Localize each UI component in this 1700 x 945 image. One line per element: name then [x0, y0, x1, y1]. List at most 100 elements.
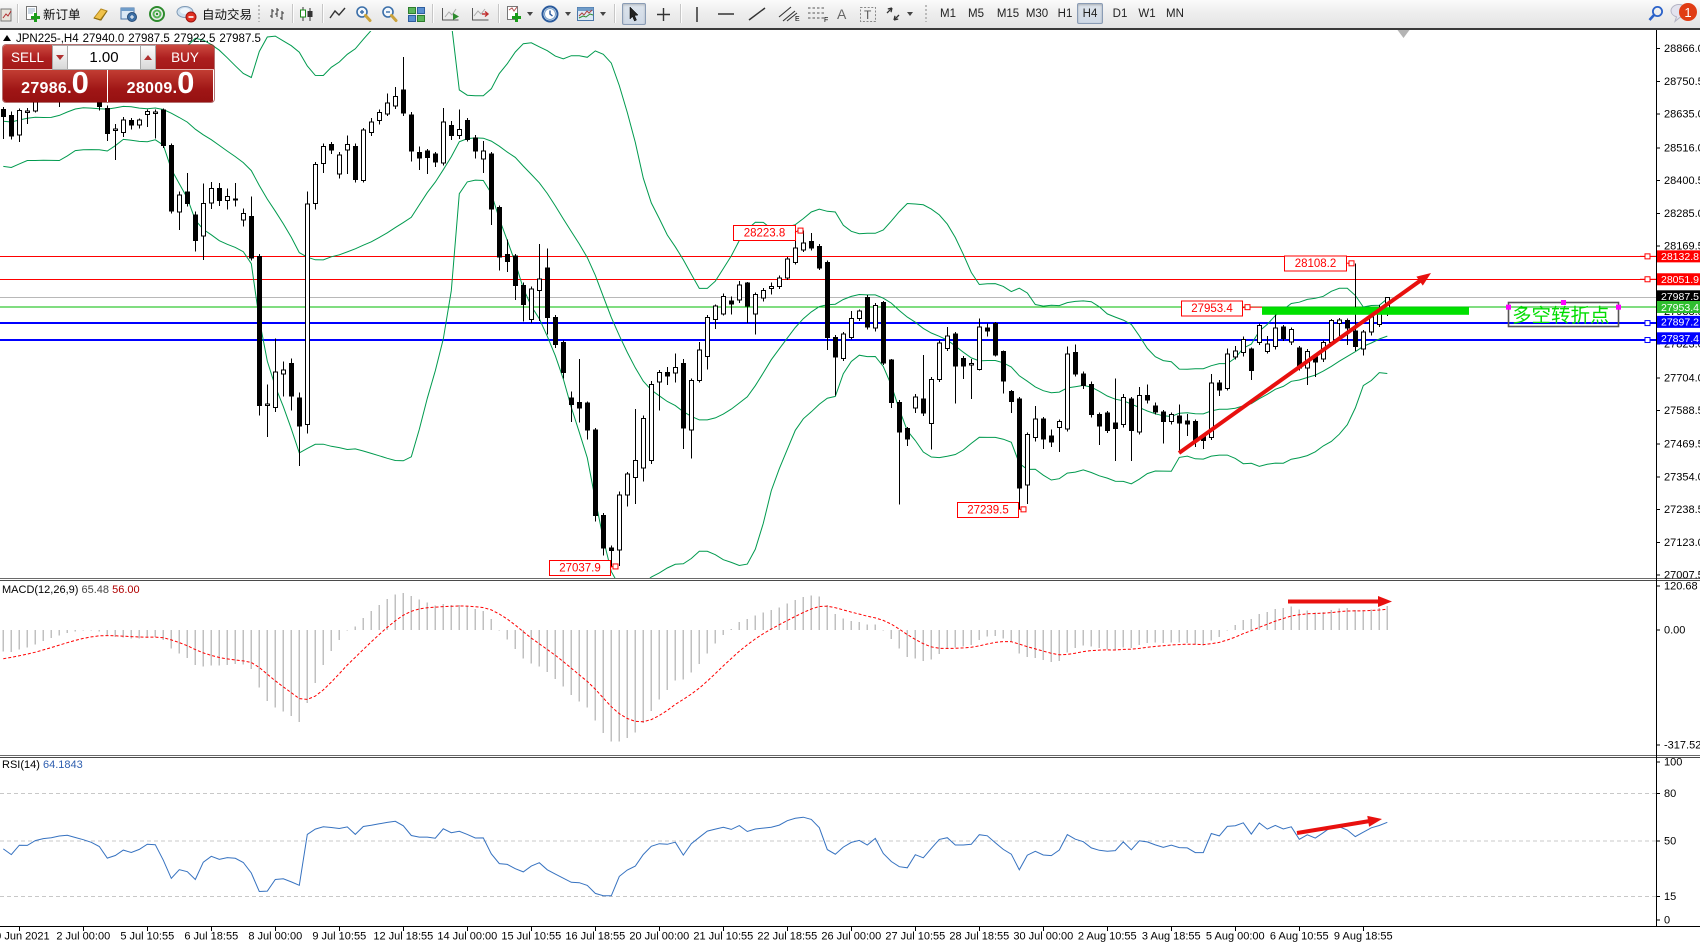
- timeframe-H4[interactable]: H4: [1077, 3, 1103, 24]
- selection-handle[interactable]: [1616, 304, 1621, 310]
- auto-scroll-icon[interactable]: [468, 3, 494, 25]
- indicators-dropdown[interactable]: [523, 3, 533, 25]
- macd-axis-label: -317.52: [1664, 740, 1700, 752]
- indicators-icon[interactable]: [504, 3, 522, 25]
- bar-chart-icon[interactable]: [266, 3, 288, 25]
- timeframe-H1[interactable]: H1: [1057, 7, 1073, 20]
- navigator-icon[interactable]: [146, 3, 168, 25]
- trend-arrow[interactable]: [1296, 818, 1373, 835]
- trend-arrow[interactable]: [1177, 277, 1425, 455]
- timeframe-W1[interactable]: W1: [1138, 7, 1156, 20]
- cn-annotation-text: [1512, 305, 1616, 329]
- buy-button[interactable]: BUY: [156, 45, 214, 70]
- time-axis-label: 20 Jul 00:00: [629, 931, 689, 943]
- crosshair-tool[interactable]: [651, 3, 675, 25]
- notifications-icon[interactable]: 1: [1668, 3, 1698, 25]
- price-axis-label: 27007.5: [1664, 570, 1700, 582]
- notification-count: 1: [1684, 5, 1692, 20]
- autotrading-label[interactable]: [202, 3, 252, 25]
- price-callout: 27037.9: [559, 563, 601, 575]
- price-axis-label: 27588.5: [1664, 405, 1700, 417]
- svg-text:T: T: [864, 8, 872, 22]
- chart-close: 27987.5: [219, 33, 261, 45]
- arrows-tool[interactable]: [883, 3, 903, 25]
- timeframe-M5[interactable]: M5: [968, 7, 984, 20]
- search-icon[interactable]: [1646, 3, 1666, 25]
- time-axis-label: 8 Jul 00:00: [248, 931, 302, 943]
- macd-pane: [2, 592, 1392, 742]
- text-label-tool[interactable]: T: [858, 3, 878, 25]
- time-axis-label: 14 Jul 00:00: [437, 931, 497, 943]
- new-order-label[interactable]: [43, 3, 81, 25]
- rsi-pane: [0, 793, 1656, 897]
- zoom-in-icon[interactable]: [352, 3, 376, 25]
- price-callout: 28223.8: [744, 228, 786, 240]
- zoom-out-icon[interactable]: [378, 3, 402, 25]
- candles-layer: [0, 56, 1390, 567]
- selection-handle[interactable]: [1506, 304, 1511, 310]
- rsi-label: RSI(14) 64.1843: [2, 759, 83, 771]
- vline-tool[interactable]: [687, 3, 707, 25]
- timeframe-M15[interactable]: M15: [996, 7, 1020, 20]
- rsi-axis-label: 50: [1664, 836, 1676, 848]
- autotrading-icon[interactable]: [174, 3, 198, 25]
- panel-collapse-icon[interactable]: [3, 35, 11, 41]
- sell-button[interactable]: SELL: [3, 45, 52, 70]
- new-order-icon[interactable]: [23, 3, 41, 25]
- price-callout-box[interactable]: [549, 560, 611, 576]
- time-axis-label: 28 Jul 18:55: [949, 931, 1009, 943]
- fibonacci-tool[interactable]: F: [805, 3, 831, 25]
- sell-price[interactable]: 27986. 0: [3, 67, 108, 102]
- macd-signal-line: [3, 605, 1388, 723]
- volume-increase-button[interactable]: [140, 45, 156, 70]
- timeframe-D1[interactable]: D1: [1112, 7, 1128, 20]
- time-axis-label: 26 Jul 00:00: [821, 931, 881, 943]
- bollinger-lower: [3, 138, 1388, 578]
- timeframe-MN[interactable]: MN: [1166, 7, 1184, 20]
- text-tool[interactable]: A: [833, 3, 851, 25]
- price-axis-label: 28516.0: [1664, 142, 1700, 154]
- time-axis-label: 21 Jul 10:55: [693, 931, 753, 943]
- market-watch-icon[interactable]: [90, 3, 112, 25]
- volume-decrease-button[interactable]: [52, 45, 68, 70]
- templates-dropdown[interactable]: [596, 3, 606, 25]
- chart-title: JPN225-,H4 27940.0 27987.5 27922.5 27987…: [3, 33, 265, 45]
- rsi-axis-label: 80: [1664, 788, 1676, 800]
- chart-shift-icon[interactable]: [438, 3, 464, 25]
- buy-price[interactable]: 28009. 0: [108, 67, 213, 102]
- cursor-tool[interactable]: [622, 3, 646, 25]
- arrows-dropdown[interactable]: [903, 3, 913, 25]
- line-chart-icon[interactable]: [326, 3, 350, 25]
- support-zone-bar[interactable]: [1262, 307, 1469, 315]
- selection-handle[interactable]: [1561, 300, 1566, 305]
- time-axis-label: 6 Aug 10:55: [1270, 931, 1329, 943]
- timeframe-M1[interactable]: M1: [940, 7, 956, 20]
- hline-tool[interactable]: [714, 3, 738, 25]
- time-axis-label: 2 Jul 00:00: [56, 931, 110, 943]
- chart-low: 27922.5: [173, 33, 216, 45]
- price-callout-box[interactable]: [1181, 300, 1243, 317]
- data-window-icon[interactable]: [118, 3, 140, 25]
- price-axis-badge: 28132.8: [1661, 251, 1699, 263]
- time-axis-label: 3 Aug 18:55: [1142, 931, 1201, 943]
- periods-dropdown[interactable]: [561, 3, 571, 25]
- periods-icon[interactable]: [540, 3, 560, 25]
- price-axis-label: 28866.0: [1664, 43, 1700, 55]
- price-callout-box[interactable]: [957, 502, 1019, 518]
- templates-icon[interactable]: [575, 3, 595, 25]
- price-callout: 27953.4: [1191, 303, 1233, 315]
- chart-symbol-period: JPN225-,H4: [16, 33, 79, 45]
- volume-input[interactable]: 1.00: [68, 45, 140, 70]
- chart-open: 27940.0: [82, 33, 125, 45]
- timeframe-M30[interactable]: M30: [1025, 7, 1049, 20]
- svg-text:E: E: [795, 16, 800, 23]
- channel-tool[interactable]: E: [776, 3, 802, 25]
- tile-windows-icon[interactable]: [404, 3, 428, 25]
- trendline-tool[interactable]: [745, 3, 769, 25]
- candlestick-chart-icon[interactable]: [296, 3, 318, 25]
- price-callout-box[interactable]: [733, 225, 796, 241]
- price-axis-label: 28400.5: [1664, 175, 1700, 187]
- clipped-icon[interactable]: [0, 3, 12, 25]
